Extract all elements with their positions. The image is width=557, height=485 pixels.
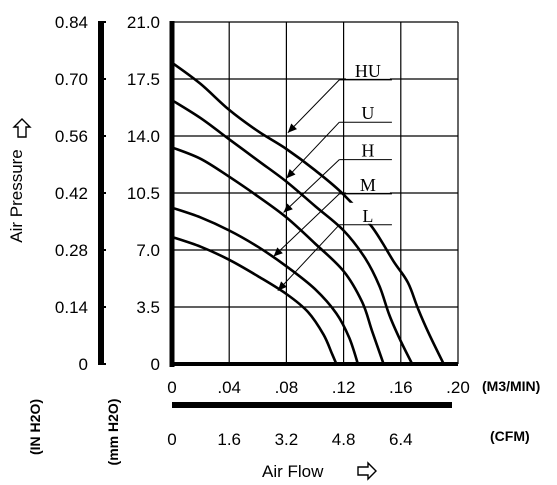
legend-arrow-icon (287, 123, 297, 133)
x-ticks-primary: 0 .04 .08 .12 .16 .20 (167, 378, 470, 397)
x-tick-label-secondary: 1.6 (217, 430, 241, 449)
cfm-axis-bar (172, 402, 452, 408)
y-tick-label-outer: 0.70 (55, 70, 88, 89)
y-axis-title: Air Pressure (7, 149, 26, 243)
y-tick-label-outer: 0.84 (55, 13, 88, 32)
legend-arrow-icon (273, 247, 283, 257)
x-tick-label-primary: .20 (446, 378, 470, 397)
legend-leader-line (277, 224, 340, 292)
y-units-outer: (IN H2O) (27, 399, 43, 455)
y-tick-label-inner: 21.0 (127, 13, 160, 32)
x-tick-label-secondary: 3.2 (275, 430, 299, 449)
legend-arrow-icon (286, 169, 296, 179)
legend-leader-line (283, 159, 340, 213)
y-tick-label-inner: 3.5 (136, 298, 160, 317)
right-arrow-icon (357, 461, 377, 481)
y-units-inner: (mm H2O) (105, 399, 121, 466)
x-ticks-secondary: 0 1.6 3.2 4.8 6.4 (167, 430, 412, 449)
x-tick-label-secondary: 6.4 (389, 430, 413, 449)
x-units-secondary: (CFM) (490, 428, 530, 444)
curve-m (171, 206, 360, 365)
x-units-primary: (M3/MIN) (482, 378, 540, 394)
y-tick-label-outer: 0.14 (55, 298, 88, 317)
x-tick-label-secondary: 0 (167, 430, 176, 449)
x-axis-title: Air Flow (262, 462, 324, 481)
legend-label-bg (345, 137, 390, 159)
legend-leader-line (287, 79, 340, 134)
legend-label-u: U (361, 103, 374, 123)
grid-lines (169, 21, 459, 367)
legend-label-l: L (362, 206, 373, 226)
legend-label-h: H (361, 141, 374, 161)
performance-curves (171, 61, 445, 365)
legend-label-bg (345, 202, 390, 224)
y-tick-label-inner: 7.0 (136, 241, 160, 260)
legend-arrow-icon (277, 281, 287, 291)
x-tick-label-primary: 0 (167, 378, 176, 397)
x-tick-label-secondary: 4.8 (332, 430, 356, 449)
y-tick-label-inner: 14.0 (127, 127, 160, 146)
curve-hu (171, 61, 445, 365)
legend-leader-line (273, 193, 340, 257)
legend-label-hu: HU (355, 61, 381, 81)
y-ticks-inner: 0 3.5 7.0 10.5 14.0 17.5 21.0 (127, 13, 160, 374)
x-tick-label-primary: .16 (389, 378, 413, 397)
y-tick-label-outer: 0.56 (55, 127, 88, 146)
y-tick-label-inner: 10.5 (127, 184, 160, 203)
legend-leader-line (286, 121, 340, 179)
y-tick-label-outer: 0.42 (55, 184, 88, 203)
legend-label-bg (345, 57, 390, 79)
y-ticks-outer: 0 0.14 0.28 0.42 0.56 0.70 0.84 (55, 13, 106, 374)
y-tick-label-inner: 17.5 (127, 70, 160, 89)
legend-label-bg (345, 100, 390, 122)
y-tick-label-inner: 0 (151, 355, 160, 374)
curve-u (171, 99, 414, 365)
x-tick-label-primary: .04 (217, 378, 241, 397)
y-tick-label-outer: 0.28 (55, 241, 88, 260)
x-tick-label-primary: .12 (332, 378, 356, 397)
legend-arrow-icon (283, 203, 293, 213)
legend-label-m: M (360, 175, 376, 195)
y-tick-label-outer: 0 (79, 355, 88, 374)
up-arrow-icon (12, 118, 32, 138)
legend-label-bg (345, 171, 390, 193)
curve-l (171, 235, 338, 365)
x-tick-label-primary: .08 (275, 378, 299, 397)
